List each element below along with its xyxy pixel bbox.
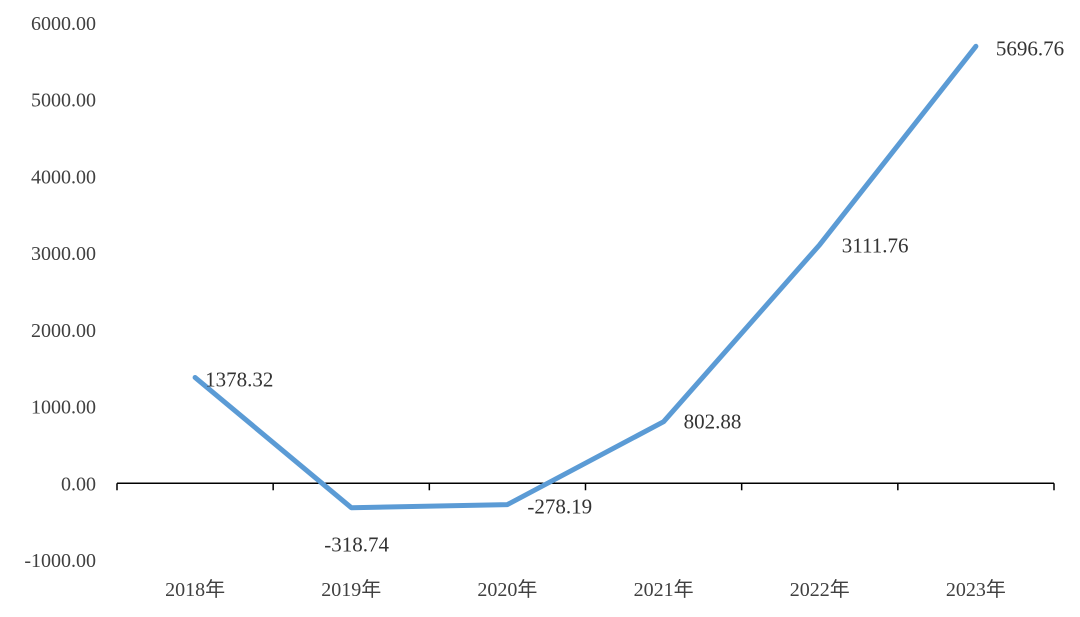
x-tick-label: 2018年: [165, 578, 225, 601]
data-label: 3111.76: [842, 234, 909, 258]
y-tick-label: 4000.00: [31, 166, 96, 188]
data-label: 802.88: [684, 410, 742, 434]
y-axis-tick-labels: -1000.00 0.00 1000.00 2000.00 3000.00 4000.00…: [24, 13, 96, 572]
y-tick-label: 6000.00: [31, 13, 96, 35]
data-label: -318.74: [324, 533, 389, 557]
x-tick-label: 2022年: [790, 578, 850, 601]
x-tick-label: 2021年: [634, 578, 694, 601]
data-label: 1378.32: [205, 368, 273, 392]
x-tick-label: 2019年: [321, 578, 381, 601]
y-tick-label: 5000.00: [31, 90, 96, 112]
series-line: [192, 43, 979, 511]
x-tick-label: 2020年: [477, 578, 537, 601]
x-axis-tick-labels: 2018年 2019年 2020年 2021年 2022年 2023年: [165, 578, 1006, 601]
y-tick-label: 0.00: [61, 473, 96, 495]
x-axis-tick-marks: [116, 483, 1055, 491]
data-label: -278.19: [527, 495, 592, 519]
y-tick-label: -1000.00: [24, 550, 96, 572]
x-tick-label: 2023年: [946, 578, 1006, 601]
data-labels: 1378.32 -318.74 -278.19 802.88 3111.76 5696.7…: [205, 36, 1064, 556]
y-tick-label: 1000.00: [31, 397, 96, 419]
data-label: 5696.76: [996, 36, 1064, 60]
y-tick-label: 3000.00: [31, 243, 96, 265]
y-tick-label: 2000.00: [31, 320, 96, 342]
